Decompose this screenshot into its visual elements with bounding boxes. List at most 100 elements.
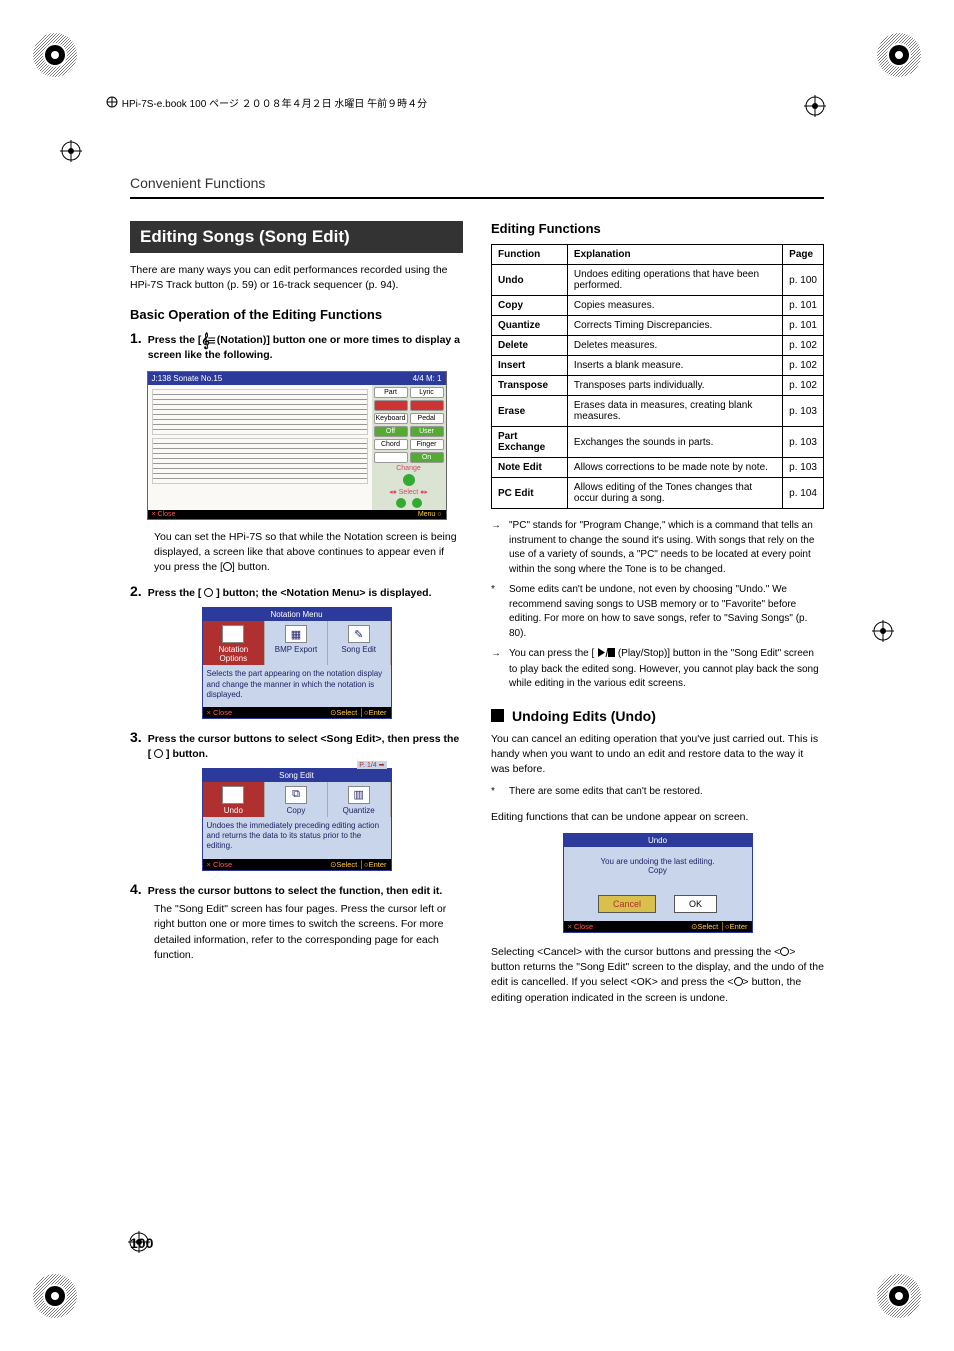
treble-icon: 𝄞 bbox=[222, 625, 244, 643]
subhead-basic-op: Basic Operation of the Editing Functions bbox=[130, 307, 463, 322]
table-row: Part ExchangeExchanges the sounds in par… bbox=[492, 427, 824, 458]
ss4-msg: You are undoing the last editing. bbox=[570, 857, 746, 866]
ss1-select: ◂● Select ●▸ bbox=[374, 488, 444, 496]
step-2-text: Press the [ ] button; the <Notation Menu… bbox=[148, 583, 432, 601]
table-row: CopyCopies measures.p. 101 bbox=[492, 296, 824, 316]
screenshot-notation: J:138 Sonate No.15 4/4 M: 1 PartLyric Ke… bbox=[147, 371, 447, 520]
staff-system-1 bbox=[152, 389, 368, 435]
chapter-title: Convenient Functions bbox=[130, 175, 824, 191]
page-cell: p. 103 bbox=[783, 396, 824, 427]
bmp-icon: ▦ bbox=[285, 625, 307, 643]
page-cell: p. 100 bbox=[783, 265, 824, 296]
table-row: EraseErases data in measures, creating b… bbox=[492, 396, 824, 427]
expl-cell: Allows corrections to be made note by no… bbox=[567, 458, 782, 478]
undo-p2: Editing functions that can be undone app… bbox=[491, 810, 824, 825]
page-cell: p. 102 bbox=[783, 376, 824, 396]
table-row: TransposeTransposes parts individually.p… bbox=[492, 376, 824, 396]
left-column: Editing Songs (Song Edit) There are many… bbox=[130, 221, 463, 1014]
asterisk-icon: * bbox=[491, 583, 503, 641]
th-function: Function bbox=[492, 245, 568, 265]
ss1-foot-menu: Menu ○ bbox=[418, 511, 442, 518]
func-cell: Delete bbox=[492, 336, 568, 356]
crop-mark-bl bbox=[0, 1261, 90, 1351]
step1-pre: Press the [ bbox=[148, 334, 202, 346]
edit-icon: ✎ bbox=[348, 625, 370, 643]
func-cell: Note Edit bbox=[492, 458, 568, 478]
arrow-icon: → bbox=[491, 647, 503, 692]
page-cell: p. 104 bbox=[783, 478, 824, 509]
ss1-pedal: Pedal bbox=[410, 413, 444, 424]
ss1-on: On bbox=[410, 452, 444, 463]
expl-cell: Transposes parts individually. bbox=[567, 376, 782, 396]
intro-text: There are many ways you can edit perform… bbox=[130, 263, 463, 293]
func-cell: Part Exchange bbox=[492, 427, 568, 458]
ss1-knob bbox=[403, 474, 415, 486]
ss4-close: × Close bbox=[568, 922, 594, 931]
table-row: PC EditAllows editing of the Tones chang… bbox=[492, 478, 824, 509]
expl-cell: Exchanges the sounds in parts. bbox=[567, 427, 782, 458]
ss2-select-enter: ⊙Select │○Enter bbox=[330, 708, 386, 717]
ss4-title: Undo bbox=[564, 834, 752, 847]
square-bullet-icon bbox=[491, 709, 504, 722]
func-cell: Copy bbox=[492, 296, 568, 316]
expl-cell: Erases data in measures, creating blank … bbox=[567, 396, 782, 427]
reg-mark-right bbox=[872, 620, 894, 645]
expl-cell: Deletes measures. bbox=[567, 336, 782, 356]
ss4-select-enter: ⊙Select │○Enter bbox=[691, 922, 747, 931]
step4-body: The "Song Edit" screen has four pages. P… bbox=[154, 902, 463, 963]
note1-text: "PC" stands for "Program Change," which … bbox=[509, 519, 824, 577]
ss3-close: × Close bbox=[207, 860, 233, 869]
ss3-select-enter: ⊙Select │○Enter bbox=[330, 860, 386, 869]
ss3-opt3: ▥Quantize bbox=[328, 782, 391, 817]
table-row: UndoUndoes editing operations that have … bbox=[492, 265, 824, 296]
expl-cell: Inserts a blank measure. bbox=[567, 356, 782, 376]
expl-cell: Corrects Timing Discrepancies. bbox=[567, 316, 782, 336]
copy-icon: ⧉ bbox=[285, 786, 307, 804]
ss1-title-left: J:138 Sonate No.15 bbox=[152, 374, 223, 383]
ss1-red-2 bbox=[410, 400, 444, 411]
step-number-4: 4. bbox=[130, 881, 142, 899]
step-3-text: Press the cursor buttons to select <Song… bbox=[148, 729, 463, 761]
screenshot-undo-dialog: Undo You are undoing the last editing. C… bbox=[563, 833, 753, 933]
title-rule bbox=[130, 197, 824, 199]
ss1-chord: Chord bbox=[374, 439, 408, 450]
undo-p1: You can cancel an editing operation that… bbox=[491, 732, 824, 778]
step-number-1: 1. bbox=[130, 330, 142, 362]
ss3-opt1: ↶Undo bbox=[203, 782, 266, 817]
arrow-icon: → bbox=[491, 519, 503, 577]
undo-heading-text: Undoing Edits (Undo) bbox=[512, 708, 656, 724]
expl-cell: Copies measures. bbox=[567, 296, 782, 316]
section-banner: Editing Songs (Song Edit) bbox=[130, 221, 463, 253]
note-2: *Some edits can't be undone, not even by… bbox=[491, 583, 824, 641]
page-cell: p. 103 bbox=[783, 427, 824, 458]
page-number: 100 bbox=[130, 1235, 153, 1251]
undo-p3: Selecting <Cancel> with the cursor butto… bbox=[491, 945, 824, 1006]
th-page: Page bbox=[783, 245, 824, 265]
step-4-text: Press the cursor buttons to select the f… bbox=[148, 881, 443, 899]
page-file-header: HPi-7S-e.book 100 ページ ２００８年４月２日 水曜日 午前９時… bbox=[105, 95, 427, 110]
asterisk-icon: * bbox=[491, 785, 503, 800]
func-cell: Transpose bbox=[492, 376, 568, 396]
screenshot-notation-menu: Notation Menu 𝄞Notation Options ▦BMP Exp… bbox=[202, 607, 392, 719]
table-row: DeleteDeletes measures.p. 102 bbox=[492, 336, 824, 356]
ss1-user: User bbox=[410, 426, 444, 437]
ss1-btns bbox=[374, 498, 444, 508]
step1-note-post: ] button. bbox=[232, 561, 270, 573]
circle-icon bbox=[223, 562, 232, 571]
table-row: QuantizeCorrects Timing Discrepancies.p.… bbox=[492, 316, 824, 336]
table-row: Note EditAllows corrections to be made n… bbox=[492, 458, 824, 478]
note2-text: Some edits can't be undone, not even by … bbox=[509, 583, 824, 641]
circle-icon bbox=[780, 947, 789, 956]
crop-mark-br bbox=[864, 1261, 954, 1351]
functions-table: Function Explanation Page UndoUndoes edi… bbox=[491, 244, 824, 509]
subhead-editing-functions: Editing Functions bbox=[491, 221, 824, 236]
ss1-kb: Keyboard bbox=[374, 413, 408, 424]
func-cell: Insert bbox=[492, 356, 568, 376]
ss1-change: Change bbox=[374, 465, 444, 472]
screenshot-song-edit: Song Edit P. 1/4 ➡ ↶Undo ⧉Copy ▥Quantize… bbox=[202, 768, 392, 871]
ss1-red-1 bbox=[374, 400, 408, 411]
note-1: →"PC" stands for "Program Change," which… bbox=[491, 519, 824, 577]
note-3: → You can press the [ (Play/Stop)] butto… bbox=[491, 647, 824, 692]
func-cell: Erase bbox=[492, 396, 568, 427]
reg-mark-left bbox=[60, 140, 82, 165]
